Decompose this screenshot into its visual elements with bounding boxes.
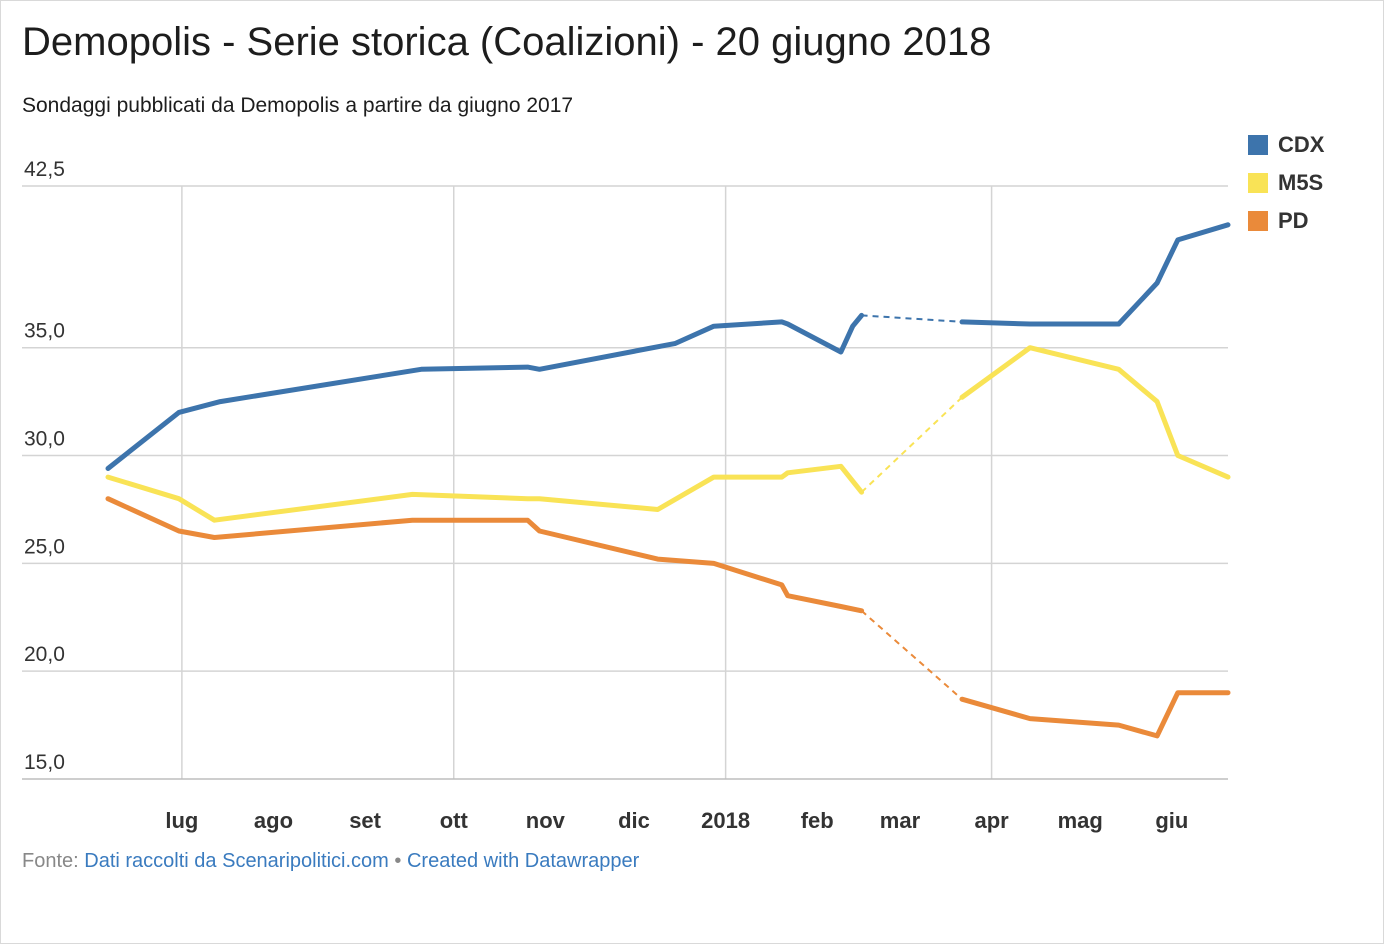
x-tick-label: ott (440, 808, 469, 833)
x-tick-label: mag (1058, 808, 1103, 833)
series-cdx (105, 222, 1231, 471)
source-link[interactable]: Dati raccolti da Scenaripolitici.com (84, 850, 389, 872)
series-gap-pd (860, 610, 963, 700)
x-tick-label: feb (801, 808, 834, 833)
x-tick-label: giu (1155, 808, 1188, 833)
legend-label-cdx: CDX (1278, 132, 1325, 157)
x-tick-label: ago (254, 808, 293, 833)
legend-swatch-m5s (1248, 173, 1268, 193)
series-line-cdx (959, 222, 1231, 327)
footer-source-label: Fonte: (22, 850, 79, 872)
legend-swatch-pd (1248, 211, 1268, 231)
grid-layer (22, 185, 1228, 780)
y-tick-label: 25,0 (24, 535, 65, 558)
y-tick-label: 15,0 (24, 751, 65, 774)
x-tick-label: dic (618, 808, 650, 833)
series-line-pd (959, 690, 1231, 739)
axis-labels: 42,5 35,0 30,0 25,0 20,0 15,0 lug ago set ott nov d… (24, 158, 1188, 833)
chart-footer: Fonte: Dati raccolti da Scenaripolitici.… (22, 850, 639, 873)
x-tick-label: apr (974, 808, 1009, 833)
legend-label-pd: PD (1278, 208, 1309, 233)
chart-subtitle: Sondaggi pubblicati da Demopolis a parti… (22, 94, 574, 117)
legend-label-m5s: M5S (1278, 170, 1324, 195)
legend-item-cdx: CDX (1248, 126, 1324, 164)
x-tick-label: 2018 (701, 808, 750, 833)
series-line-m5s (959, 345, 1231, 480)
series-m5s (105, 345, 1231, 523)
footer-separator: • (394, 850, 402, 872)
x-tick-label: mar (880, 808, 921, 833)
y-tick-label: 42,5 (24, 158, 65, 181)
chart-title: Demopolis - Serie storica (Coalizioni) -… (22, 20, 992, 64)
x-tick-label: lug (165, 808, 198, 833)
series-line-m5s (105, 463, 865, 523)
legend: CDX M5S PD (1248, 126, 1324, 240)
x-tick-label: nov (526, 808, 566, 833)
legend-swatch-cdx (1248, 135, 1268, 155)
y-tick-label: 35,0 (24, 320, 65, 343)
series-line-cdx (105, 312, 865, 471)
series-gap-m5s (860, 396, 963, 493)
series-gap-cdx (861, 314, 963, 323)
series-layer (105, 222, 1231, 739)
series-pd (105, 496, 1231, 739)
x-tick-label: set (349, 808, 381, 833)
y-tick-label: 20,0 (24, 643, 65, 666)
y-tick-label: 30,0 (24, 428, 65, 451)
legend-item-m5s: M5S (1248, 164, 1324, 202)
legend-item-pd: PD (1248, 202, 1324, 240)
datawrapper-link[interactable]: Created with Datawrapper (406, 850, 640, 872)
series-line-pd (105, 496, 865, 614)
